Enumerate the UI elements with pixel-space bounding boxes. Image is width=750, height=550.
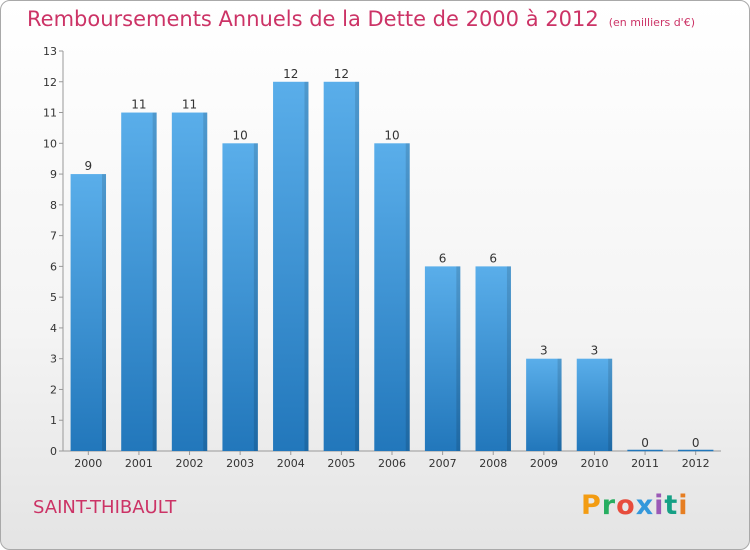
unit-note: (en milliers d'€)	[608, 16, 695, 29]
bar	[121, 112, 157, 452]
bar-shade	[152, 112, 157, 452]
x-tick-label: 2007	[429, 457, 457, 470]
bar-value-label: 11	[182, 98, 197, 112]
bar-value-label: 0	[641, 436, 649, 450]
proxiti-logo: Proxiti	[581, 490, 689, 521]
bar-value-label: 3	[540, 344, 548, 358]
bar-value-label: 3	[591, 344, 599, 358]
bar	[171, 112, 208, 452]
x-tick-label: 2011	[631, 457, 659, 470]
y-tick-label: 13	[43, 45, 57, 58]
bar-value-label: 11	[131, 98, 146, 112]
x-tick-label: 2003	[226, 457, 254, 470]
bar	[273, 81, 309, 452]
bar	[323, 81, 360, 452]
x-tick-label: 2004	[277, 457, 305, 470]
bar	[70, 174, 107, 452]
x-tick-label: 2008	[479, 457, 507, 470]
y-tick-label: 5	[50, 291, 57, 304]
x-tick-label: 2005	[327, 457, 355, 470]
chart-title-text: Remboursements Annuels de la Dette de 20…	[27, 7, 599, 31]
logo-letter: t	[664, 490, 679, 521]
y-tick-label: 1	[50, 414, 57, 427]
logo-letter: i	[654, 490, 665, 521]
y-tick-label: 12	[43, 76, 57, 89]
bar-value-label: 6	[489, 251, 497, 265]
bar	[475, 266, 511, 451]
bar	[374, 143, 410, 452]
x-tick-label: 2006	[378, 457, 406, 470]
y-tick-label: 11	[43, 107, 57, 120]
y-tick-label: 0	[50, 445, 57, 458]
y-tick-label: 7	[50, 230, 57, 243]
y-tick-label: 2	[50, 383, 57, 396]
bar-value-label: 6	[439, 251, 447, 265]
bar	[576, 358, 613, 451]
bar-value-label: 12	[283, 67, 298, 81]
bar-value-label: 9	[84, 159, 92, 173]
x-tick-label: 2001	[125, 457, 153, 470]
bar-shade	[102, 174, 107, 452]
y-tick-label: 10	[43, 137, 57, 150]
x-tick-label: 2000	[74, 457, 102, 470]
bar-value-label: 0	[692, 436, 700, 450]
bar-shade	[557, 358, 562, 451]
bar-shade	[253, 143, 258, 452]
bar-shade	[456, 266, 461, 451]
x-tick-label: 2009	[530, 457, 558, 470]
y-tick-label: 4	[50, 322, 57, 335]
bar-shade	[608, 358, 613, 451]
x-tick-label: 2010	[580, 457, 608, 470]
x-tick-label: 2002	[176, 457, 204, 470]
commune-name: SAINT-THIBAULT	[33, 497, 177, 518]
bar	[222, 143, 258, 452]
x-tick-label: 2012	[682, 457, 710, 470]
bar-value-label: 12	[334, 67, 349, 81]
logo-letter: P	[581, 490, 602, 521]
logo-letter: i	[678, 490, 689, 521]
logo-letter: x	[635, 490, 655, 521]
bar	[424, 266, 461, 451]
y-tick-label: 3	[50, 353, 57, 366]
bar-shade	[506, 266, 511, 451]
y-tick-label: 8	[50, 199, 57, 212]
bar-value-label: 10	[233, 128, 248, 142]
bar-shade	[355, 81, 360, 452]
bar-shade	[405, 143, 410, 452]
chart-title: Remboursements Annuels de la Dette de 20…	[27, 7, 695, 31]
bar	[526, 358, 562, 451]
logo-letter: o	[616, 490, 636, 521]
bar-shade	[203, 112, 208, 452]
y-tick-label: 6	[50, 260, 57, 273]
bar-value-label: 10	[384, 128, 399, 142]
y-tick-label: 9	[50, 168, 57, 181]
bar-shade	[304, 81, 309, 452]
logo-letter: r	[601, 490, 617, 521]
